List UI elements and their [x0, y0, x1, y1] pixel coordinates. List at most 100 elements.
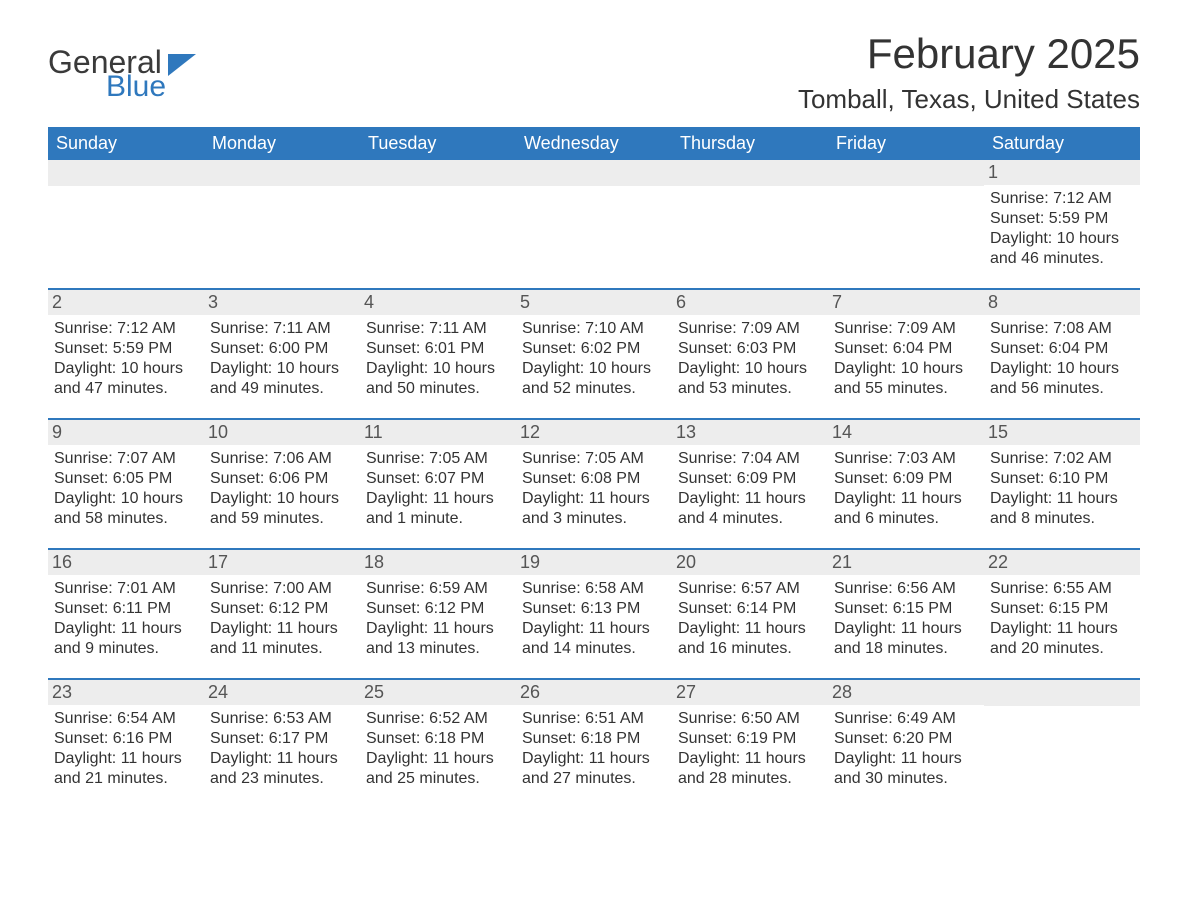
day-info-line: Sunset: 6:14 PM	[678, 599, 822, 619]
day-info-line: Sunrise: 7:00 AM	[210, 579, 354, 599]
day-info-line: Sunrise: 6:57 AM	[678, 579, 822, 599]
day-info-line: Sunset: 6:09 PM	[678, 469, 822, 489]
day-number: 13	[672, 420, 828, 445]
day-info: Sunrise: 7:12 AMSunset: 5:59 PMDaylight:…	[54, 319, 198, 399]
day-info-line: Sunset: 6:18 PM	[366, 729, 510, 749]
day-cell: 18Sunrise: 6:59 AMSunset: 6:12 PMDayligh…	[360, 550, 516, 678]
location: Tomball, Texas, United States	[798, 84, 1140, 115]
day-cell: 17Sunrise: 7:00 AMSunset: 6:12 PMDayligh…	[204, 550, 360, 678]
day-number: 2	[48, 290, 204, 315]
day-info-line: Daylight: 11 hours	[366, 619, 510, 639]
day-number: 9	[48, 420, 204, 445]
day-info: Sunrise: 6:53 AMSunset: 6:17 PMDaylight:…	[210, 709, 354, 789]
day-number: 1	[984, 160, 1140, 185]
day-number: 12	[516, 420, 672, 445]
day-info-line: Daylight: 10 hours	[990, 229, 1134, 249]
day-info-line: Sunset: 6:11 PM	[54, 599, 198, 619]
day-cell	[984, 680, 1140, 808]
day-header-cell: Tuesday	[360, 127, 516, 160]
day-cell: 6Sunrise: 7:09 AMSunset: 6:03 PMDaylight…	[672, 290, 828, 418]
day-info-line: and 53 minutes.	[678, 379, 822, 399]
day-info-line: Sunrise: 7:02 AM	[990, 449, 1134, 469]
day-info-line: Sunrise: 7:12 AM	[54, 319, 198, 339]
day-info-line: Sunrise: 7:01 AM	[54, 579, 198, 599]
day-info: Sunrise: 7:05 AMSunset: 6:08 PMDaylight:…	[522, 449, 666, 529]
day-info: Sunrise: 7:09 AMSunset: 6:04 PMDaylight:…	[834, 319, 978, 399]
day-info-line: Sunrise: 6:52 AM	[366, 709, 510, 729]
logo-flag-icon	[168, 54, 202, 80]
day-cell: 21Sunrise: 6:56 AMSunset: 6:15 PMDayligh…	[828, 550, 984, 678]
day-info-line: Sunset: 6:16 PM	[54, 729, 198, 749]
day-info-line: Daylight: 10 hours	[54, 359, 198, 379]
day-number: 15	[984, 420, 1140, 445]
day-info-line: Sunrise: 7:09 AM	[834, 319, 978, 339]
day-info: Sunrise: 6:51 AMSunset: 6:18 PMDaylight:…	[522, 709, 666, 789]
day-number: 14	[828, 420, 984, 445]
day-number: 20	[672, 550, 828, 575]
day-info-line: and 28 minutes.	[678, 769, 822, 789]
day-info-line: Sunset: 6:03 PM	[678, 339, 822, 359]
day-info-line: Daylight: 10 hours	[522, 359, 666, 379]
day-info-line: Sunrise: 6:49 AM	[834, 709, 978, 729]
day-info-line: and 8 minutes.	[990, 509, 1134, 529]
day-info-line: Daylight: 11 hours	[54, 749, 198, 769]
day-header-row: SundayMondayTuesdayWednesdayThursdayFrid…	[48, 127, 1140, 160]
day-number: 7	[828, 290, 984, 315]
day-number: 26	[516, 680, 672, 705]
day-info-line: Sunrise: 7:04 AM	[678, 449, 822, 469]
title-block: February 2025 Tomball, Texas, United Sta…	[798, 30, 1140, 115]
logo-text: General Blue	[48, 48, 166, 100]
day-info-line: and 55 minutes.	[834, 379, 978, 399]
day-cell: 11Sunrise: 7:05 AMSunset: 6:07 PMDayligh…	[360, 420, 516, 548]
day-number: 3	[204, 290, 360, 315]
day-cell: 5Sunrise: 7:10 AMSunset: 6:02 PMDaylight…	[516, 290, 672, 418]
day-info-line: Daylight: 10 hours	[54, 489, 198, 509]
day-number: 18	[360, 550, 516, 575]
day-info-line: Sunrise: 6:51 AM	[522, 709, 666, 729]
day-info-line: Sunset: 6:18 PM	[522, 729, 666, 749]
day-info: Sunrise: 6:57 AMSunset: 6:14 PMDaylight:…	[678, 579, 822, 659]
day-info-line: and 25 minutes.	[366, 769, 510, 789]
day-info-line: Daylight: 11 hours	[522, 489, 666, 509]
day-info-line: Sunset: 6:01 PM	[366, 339, 510, 359]
day-info-line: Sunset: 5:59 PM	[54, 339, 198, 359]
week-row: 16Sunrise: 7:01 AMSunset: 6:11 PMDayligh…	[48, 548, 1140, 678]
day-info-line: Daylight: 11 hours	[990, 489, 1134, 509]
day-info-line: Sunset: 6:17 PM	[210, 729, 354, 749]
calendar: SundayMondayTuesdayWednesdayThursdayFrid…	[48, 127, 1140, 808]
day-header-cell: Friday	[828, 127, 984, 160]
day-info-line: Daylight: 11 hours	[834, 749, 978, 769]
day-cell: 22Sunrise: 6:55 AMSunset: 6:15 PMDayligh…	[984, 550, 1140, 678]
day-cell	[672, 160, 828, 288]
day-cell: 24Sunrise: 6:53 AMSunset: 6:17 PMDayligh…	[204, 680, 360, 808]
day-cell: 23Sunrise: 6:54 AMSunset: 6:16 PMDayligh…	[48, 680, 204, 808]
day-cell: 27Sunrise: 6:50 AMSunset: 6:19 PMDayligh…	[672, 680, 828, 808]
day-info: Sunrise: 7:00 AMSunset: 6:12 PMDaylight:…	[210, 579, 354, 659]
day-info-line: Sunset: 6:13 PM	[522, 599, 666, 619]
day-cell: 1Sunrise: 7:12 AMSunset: 5:59 PMDaylight…	[984, 160, 1140, 288]
week-row: 2Sunrise: 7:12 AMSunset: 5:59 PMDaylight…	[48, 288, 1140, 418]
day-number: 6	[672, 290, 828, 315]
day-info-line: Sunset: 6:15 PM	[834, 599, 978, 619]
day-info-line: and 9 minutes.	[54, 639, 198, 659]
day-info-line: Daylight: 10 hours	[678, 359, 822, 379]
day-info: Sunrise: 6:52 AMSunset: 6:18 PMDaylight:…	[366, 709, 510, 789]
day-info-line: Sunset: 6:07 PM	[366, 469, 510, 489]
day-info-line: Daylight: 11 hours	[366, 489, 510, 509]
day-number: 21	[828, 550, 984, 575]
day-info-line: and 47 minutes.	[54, 379, 198, 399]
day-info: Sunrise: 7:08 AMSunset: 6:04 PMDaylight:…	[990, 319, 1134, 399]
empty-day-number	[360, 160, 516, 186]
day-info-line: Sunrise: 7:03 AM	[834, 449, 978, 469]
day-cell: 4Sunrise: 7:11 AMSunset: 6:01 PMDaylight…	[360, 290, 516, 418]
logo-text-sub: Blue	[106, 73, 166, 100]
day-info-line: Sunset: 6:12 PM	[210, 599, 354, 619]
day-info-line: Sunrise: 7:12 AM	[990, 189, 1134, 209]
day-info-line: and 58 minutes.	[54, 509, 198, 529]
week-row: 23Sunrise: 6:54 AMSunset: 6:16 PMDayligh…	[48, 678, 1140, 808]
empty-day-number	[672, 160, 828, 186]
day-info-line: Sunrise: 7:08 AM	[990, 319, 1134, 339]
day-header-cell: Monday	[204, 127, 360, 160]
day-cell	[516, 160, 672, 288]
day-number: 25	[360, 680, 516, 705]
